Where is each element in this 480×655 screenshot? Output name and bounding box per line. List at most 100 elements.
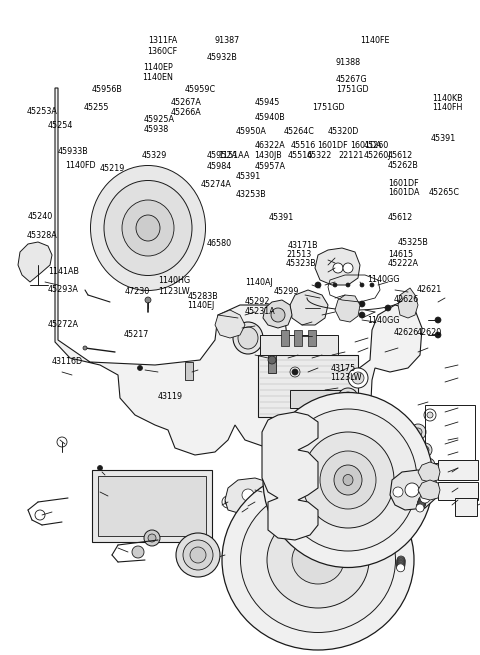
Text: 1140GG: 1140GG bbox=[367, 316, 399, 326]
Circle shape bbox=[418, 497, 426, 505]
Text: 45264C: 45264C bbox=[283, 126, 314, 136]
Circle shape bbox=[176, 533, 220, 577]
Circle shape bbox=[397, 559, 405, 568]
Circle shape bbox=[315, 282, 321, 288]
Circle shape bbox=[396, 564, 405, 572]
Circle shape bbox=[183, 540, 213, 570]
Circle shape bbox=[435, 317, 441, 323]
Text: 45329: 45329 bbox=[142, 151, 167, 160]
Text: 45299: 45299 bbox=[274, 287, 299, 296]
Text: 45940B: 45940B bbox=[254, 113, 285, 122]
Text: 45255: 45255 bbox=[84, 103, 109, 112]
Circle shape bbox=[308, 500, 312, 504]
Polygon shape bbox=[238, 490, 265, 518]
Text: 45328A: 45328A bbox=[26, 231, 57, 240]
Circle shape bbox=[292, 369, 298, 375]
Circle shape bbox=[386, 444, 394, 452]
Circle shape bbox=[343, 263, 353, 273]
Circle shape bbox=[268, 356, 276, 364]
Text: 45959C: 45959C bbox=[185, 84, 216, 94]
Circle shape bbox=[348, 368, 368, 388]
Bar bbox=[92, 470, 212, 542]
Polygon shape bbox=[262, 412, 318, 540]
Circle shape bbox=[428, 470, 432, 474]
Text: 42620: 42620 bbox=[417, 328, 442, 337]
Circle shape bbox=[248, 501, 256, 509]
Circle shape bbox=[359, 301, 365, 307]
Text: 1140FE: 1140FE bbox=[360, 36, 389, 45]
Circle shape bbox=[145, 297, 151, 303]
Text: 45391: 45391 bbox=[235, 172, 261, 181]
Text: 1140EP: 1140EP bbox=[143, 63, 173, 72]
Circle shape bbox=[418, 500, 425, 508]
Text: 45516: 45516 bbox=[288, 151, 313, 160]
Circle shape bbox=[419, 496, 426, 504]
Text: 45945: 45945 bbox=[254, 98, 280, 107]
Circle shape bbox=[417, 502, 425, 510]
Circle shape bbox=[355, 420, 365, 430]
Circle shape bbox=[424, 461, 432, 469]
Text: 1140AJ: 1140AJ bbox=[245, 278, 273, 288]
Text: 21513: 21513 bbox=[286, 250, 312, 259]
Text: 45925A: 45925A bbox=[144, 115, 175, 124]
Circle shape bbox=[298, 508, 306, 516]
Circle shape bbox=[346, 283, 350, 287]
Bar bbox=[290, 418, 362, 470]
Text: 45260J: 45260J bbox=[364, 151, 391, 160]
Ellipse shape bbox=[222, 470, 414, 650]
Text: 1140GG: 1140GG bbox=[367, 274, 399, 284]
Circle shape bbox=[359, 312, 365, 318]
Circle shape bbox=[352, 417, 368, 433]
Text: 45391: 45391 bbox=[431, 134, 456, 143]
Bar bbox=[425, 405, 475, 463]
Circle shape bbox=[333, 283, 337, 287]
Text: 1140FD: 1140FD bbox=[65, 160, 96, 170]
Ellipse shape bbox=[104, 181, 192, 276]
Text: 91388: 91388 bbox=[336, 58, 361, 67]
Text: 45231A: 45231A bbox=[245, 307, 276, 316]
Circle shape bbox=[416, 504, 424, 512]
Text: 1360CF: 1360CF bbox=[147, 47, 178, 56]
Text: 45322: 45322 bbox=[306, 151, 332, 160]
Circle shape bbox=[342, 392, 354, 404]
Text: 1601DA: 1601DA bbox=[350, 141, 382, 150]
Ellipse shape bbox=[279, 409, 417, 551]
Circle shape bbox=[97, 466, 103, 470]
Circle shape bbox=[35, 510, 45, 520]
Text: 45320D: 45320D bbox=[327, 126, 359, 136]
Text: 1751GD: 1751GD bbox=[312, 103, 345, 112]
Text: 46580: 46580 bbox=[206, 239, 231, 248]
Text: 45957A: 45957A bbox=[254, 162, 286, 171]
Text: 42626: 42626 bbox=[394, 295, 419, 305]
Text: 45267A: 45267A bbox=[170, 98, 201, 107]
Circle shape bbox=[418, 498, 426, 506]
Circle shape bbox=[333, 263, 343, 273]
Bar bbox=[455, 498, 477, 516]
Circle shape bbox=[405, 483, 419, 497]
Circle shape bbox=[418, 499, 426, 507]
Text: 42621: 42621 bbox=[417, 285, 442, 294]
Polygon shape bbox=[290, 290, 328, 325]
Circle shape bbox=[396, 563, 405, 571]
Text: 1123LW: 1123LW bbox=[158, 287, 190, 296]
Circle shape bbox=[338, 388, 358, 408]
Text: 91387: 91387 bbox=[215, 36, 240, 45]
Circle shape bbox=[397, 556, 405, 564]
Ellipse shape bbox=[240, 487, 396, 633]
Circle shape bbox=[144, 530, 160, 546]
Text: 43119: 43119 bbox=[157, 392, 182, 401]
Circle shape bbox=[225, 499, 231, 505]
Circle shape bbox=[383, 423, 393, 433]
Polygon shape bbox=[315, 248, 360, 285]
Circle shape bbox=[416, 503, 424, 512]
Circle shape bbox=[421, 446, 429, 454]
Circle shape bbox=[352, 372, 364, 384]
Circle shape bbox=[397, 558, 405, 566]
Text: 14615: 14615 bbox=[388, 250, 413, 259]
Text: 45274A: 45274A bbox=[201, 180, 231, 189]
Circle shape bbox=[132, 546, 144, 558]
Circle shape bbox=[260, 489, 264, 495]
Text: 45984: 45984 bbox=[206, 162, 232, 171]
Circle shape bbox=[410, 424, 426, 440]
Circle shape bbox=[397, 560, 405, 569]
